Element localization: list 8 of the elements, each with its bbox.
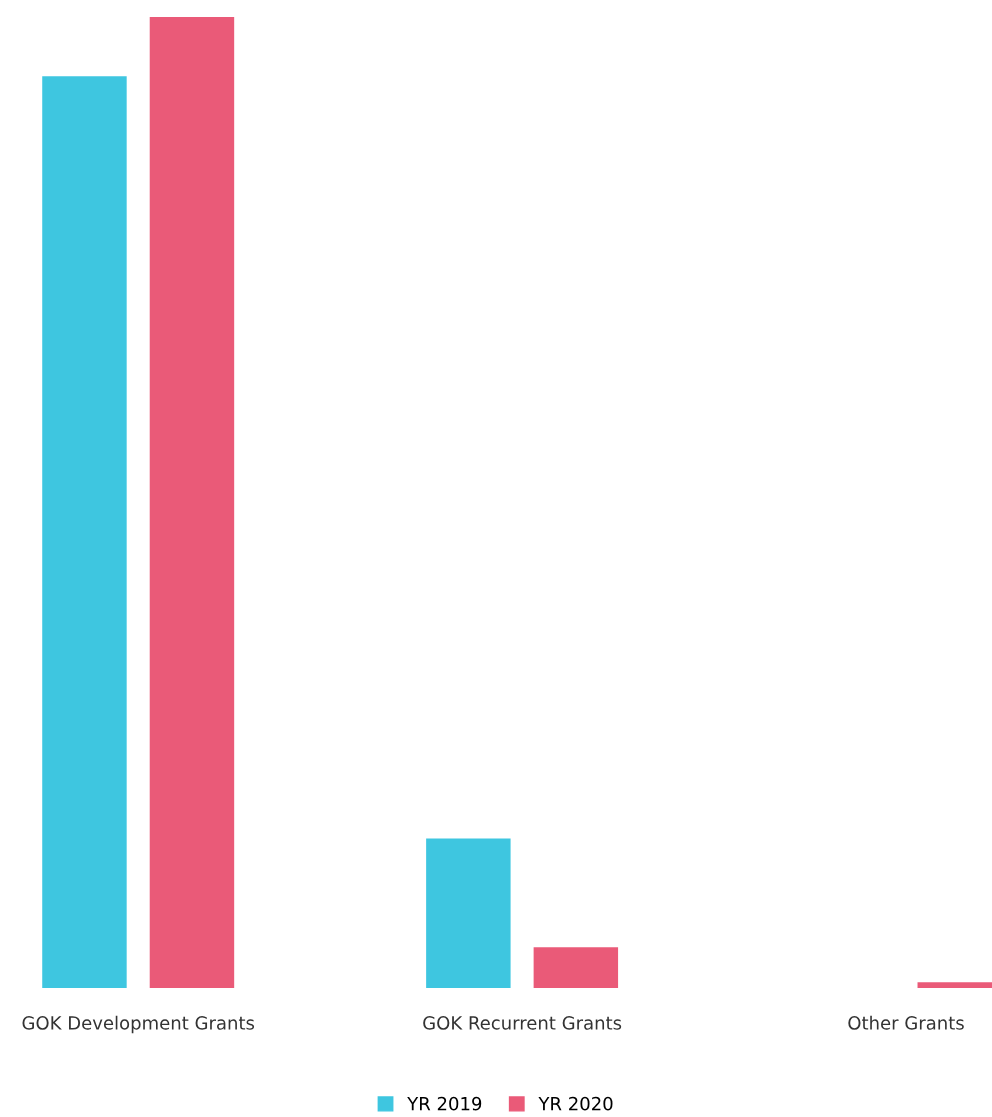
x-tick-label: GOK Recurrent Grants [423, 1016, 622, 1030]
x-tick-label: GOK Development Grants [22, 1015, 255, 1034]
x-tick-label: Other Grants [848, 1015, 964, 1030]
legend-label: YR 2020 [538, 1096, 613, 1111]
legend-label: YR 2019 [407, 1096, 482, 1111]
bar [149, 16, 235, 988]
bar [426, 838, 511, 988]
bar [42, 76, 127, 988]
